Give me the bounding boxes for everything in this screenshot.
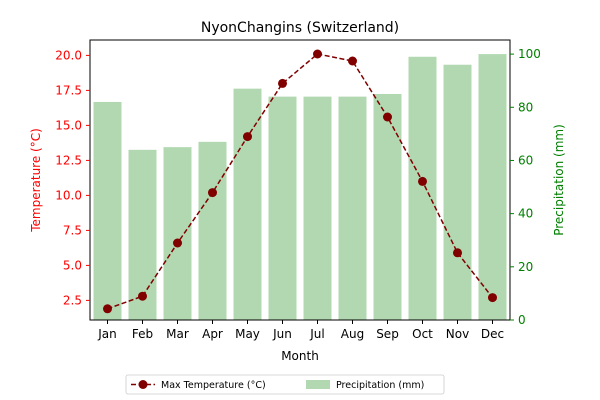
x-tick-label: Apr — [202, 327, 223, 341]
bar-jul — [303, 96, 332, 320]
x-tick-label: Feb — [132, 327, 153, 341]
bar-oct — [408, 56, 437, 320]
y-right-tick-label: 80 — [518, 100, 533, 114]
y-left-tick-label: 7.5 — [63, 223, 82, 237]
temperature-point-jan — [103, 304, 112, 314]
x-tick-label: Nov — [446, 327, 469, 341]
temperature-point-jul — [313, 49, 322, 59]
temperature-point-feb — [138, 291, 147, 301]
legend-label-temperature: Max Temperature (°C) — [161, 380, 266, 391]
bar-jun — [268, 96, 297, 320]
y-left-tick-label: 10.0 — [55, 188, 82, 202]
bar-jan — [93, 101, 122, 320]
y-right-tick-label: 60 — [518, 153, 533, 167]
temperature-line — [103, 49, 497, 314]
temperature-point-may — [243, 132, 252, 142]
x-tick-label: Jun — [272, 327, 292, 341]
legend-bar-swatch — [306, 380, 330, 389]
x-tick-label: Oct — [412, 327, 433, 341]
y-left-tick-label: 20.0 — [55, 48, 82, 62]
bar-feb — [128, 149, 157, 320]
temperature-point-jun — [278, 78, 287, 88]
legend: Max Temperature (°C) Precipitation (mm) — [125, 374, 445, 395]
precipitation-bars — [93, 54, 507, 321]
y-left-tick-label: 12.5 — [55, 153, 82, 167]
y-axis-right-label: Precipitation (mm) — [552, 124, 566, 236]
x-tick-label: Sep — [376, 327, 399, 341]
temperature-point-mar — [173, 238, 182, 248]
bar-may — [233, 88, 262, 320]
y-axis-left-label: Temperature (°C) — [29, 128, 43, 233]
x-tick-label: Dec — [481, 327, 504, 341]
legend-box — [125, 374, 445, 395]
temperature-point-sep — [383, 112, 392, 122]
x-tick-label: Mar — [166, 327, 189, 341]
bar-sep — [373, 93, 402, 320]
y-axis-right: 0 20 40 60 80 100 — [510, 47, 541, 327]
bar-apr — [198, 141, 227, 320]
plot-frame — [89, 39, 511, 321]
temperature-point-oct — [418, 176, 427, 186]
x-tick-label: Jan — [97, 327, 117, 341]
temperature-point-aug — [348, 56, 357, 66]
y-right-tick-label: 100 — [518, 47, 541, 61]
x-axis-label: Month — [281, 349, 319, 363]
temperature-point-apr — [208, 188, 217, 198]
chart-title: NyonChangins (Switzerland) — [201, 20, 399, 36]
y-left-tick-label: 5.0 — [63, 258, 82, 272]
bar-nov — [443, 64, 472, 321]
x-axis: Jan Feb Mar Apr May Jun Jul Aug Sep Oct Nov Dec — [97, 320, 504, 341]
temperature-point-dec — [488, 293, 497, 303]
y-right-tick-label: 20 — [518, 260, 533, 274]
bar-mar — [163, 147, 192, 320]
temperature-point-nov — [453, 248, 462, 258]
legend-label-precipitation: Precipitation (mm) — [336, 380, 424, 391]
y-right-tick-label: 0 — [518, 313, 526, 327]
temperature-series-line — [107, 53, 494, 310]
x-tick-label: Jul — [309, 327, 324, 341]
x-tick-label: May — [235, 327, 260, 341]
bar-aug — [338, 96, 367, 320]
y-axis-left: 2.5 5.0 7.5 10.0 12.5 15.0 17.5 20.0 — [55, 48, 90, 307]
x-tick-label: Aug — [341, 327, 364, 341]
y-right-tick-label: 40 — [518, 207, 533, 221]
legend-marker-swatch — [138, 380, 148, 389]
y-left-tick-label: 15.0 — [55, 118, 82, 132]
y-left-tick-label: 2.5 — [63, 293, 82, 307]
y-left-tick-label: 17.5 — [55, 83, 82, 97]
bar-dec — [478, 54, 507, 320]
